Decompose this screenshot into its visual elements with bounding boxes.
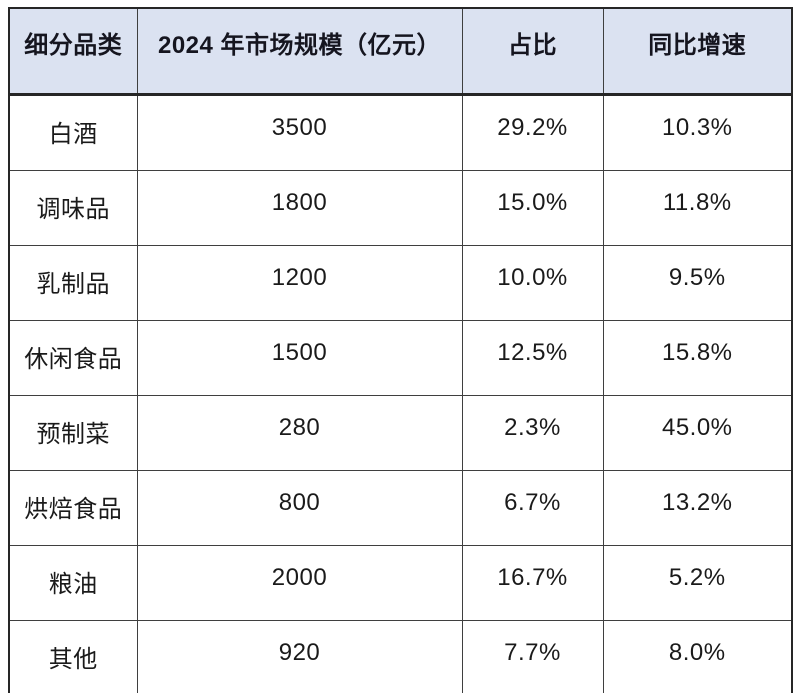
cell-share: 16.7%: [461, 545, 604, 621]
cell-category: 烘焙食品: [8, 470, 138, 546]
cell-yoy-growth: 15.8%: [602, 320, 793, 396]
cell-market-size: 3500: [136, 94, 463, 171]
cell-category: 调味品: [8, 170, 138, 246]
table-row: 休闲食品 1500 12.5% 15.8%: [8, 320, 793, 396]
cell-yoy-growth: 45.0%: [602, 395, 793, 471]
cell-market-size: 280: [136, 395, 463, 471]
cell-market-size: 1800: [136, 170, 463, 246]
table-body: 白酒 3500 29.2% 10.3% 调味品 1800 15.0% 11.8%…: [8, 94, 793, 693]
table-row: 预制菜 280 2.3% 45.0%: [8, 395, 793, 471]
table-row: 调味品 1800 15.0% 11.8%: [8, 170, 793, 246]
cell-yoy-growth: 11.8%: [602, 170, 793, 246]
cell-share: 15.0%: [461, 170, 604, 246]
cell-share: 12.5%: [461, 320, 604, 396]
column-header-market-size: 2024 年市场规模（亿元）: [136, 7, 463, 96]
cell-share: 6.7%: [461, 470, 604, 546]
cell-category: 乳制品: [8, 245, 138, 321]
cell-share: 2.3%: [461, 395, 604, 471]
cell-market-size: 800: [136, 470, 463, 546]
cell-category: 白酒: [8, 94, 138, 171]
table-row: 烘焙食品 800 6.7% 13.2%: [8, 470, 793, 546]
cell-yoy-growth: 13.2%: [602, 470, 793, 546]
cell-share: 10.0%: [461, 245, 604, 321]
table-row: 白酒 3500 29.2% 10.3%: [8, 94, 793, 171]
cell-market-size: 1200: [136, 245, 463, 321]
cell-yoy-growth: 10.3%: [602, 94, 793, 171]
cell-yoy-growth: 8.0%: [602, 620, 793, 693]
cell-yoy-growth: 5.2%: [602, 545, 793, 621]
cell-market-size: 1500: [136, 320, 463, 396]
cell-category: 休闲食品: [8, 320, 138, 396]
header-row: 细分品类 2024 年市场规模（亿元） 占比 同比增速: [8, 7, 793, 96]
cell-market-size: 2000: [136, 545, 463, 621]
cell-share: 29.2%: [461, 94, 604, 171]
table-row: 乳制品 1200 10.0% 9.5%: [8, 245, 793, 321]
cell-yoy-growth: 9.5%: [602, 245, 793, 321]
cell-category: 粮油: [8, 545, 138, 621]
cell-share: 7.7%: [461, 620, 604, 693]
cell-category: 预制菜: [8, 395, 138, 471]
column-header-share: 占比: [461, 7, 604, 96]
table-header: 细分品类 2024 年市场规模（亿元） 占比 同比增速: [8, 7, 793, 96]
table-row: 其他 920 7.7% 8.0%: [8, 620, 793, 693]
market-size-table: 细分品类 2024 年市场规模（亿元） 占比 同比增速 白酒 3500 29.2…: [8, 7, 793, 693]
cell-market-size: 920: [136, 620, 463, 693]
column-header-yoy-growth: 同比增速: [602, 7, 793, 96]
cell-category: 其他: [8, 620, 138, 693]
table-row: 粮油 2000 16.7% 5.2%: [8, 545, 793, 621]
column-header-category: 细分品类: [8, 7, 138, 96]
